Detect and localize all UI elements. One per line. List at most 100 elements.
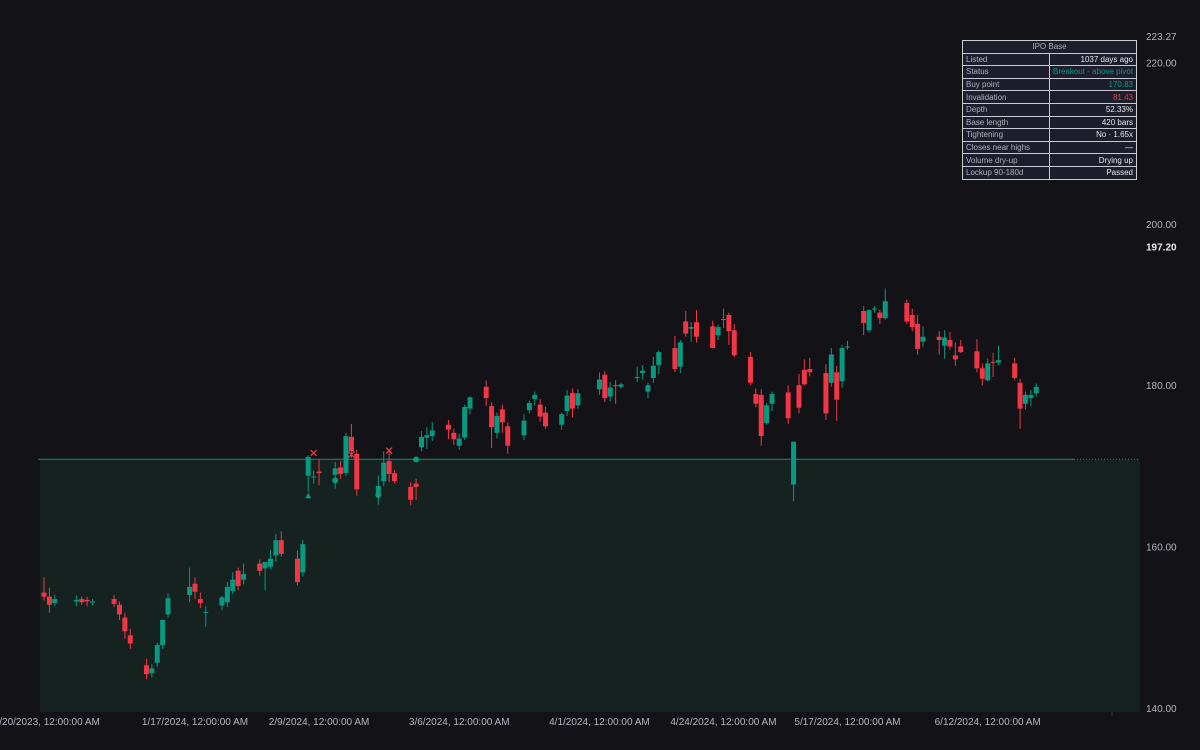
candle-body [785, 392, 791, 419]
candle [386, 451, 392, 483]
candle [952, 342, 958, 366]
candle-body [483, 386, 489, 399]
candle [429, 422, 435, 441]
candle [791, 441, 797, 502]
candle-body [1017, 382, 1023, 409]
candle-body [278, 540, 284, 554]
candle [710, 320, 716, 349]
candle [882, 288, 888, 320]
candle-body [807, 369, 813, 373]
candle-body [505, 426, 511, 446]
candle-body [845, 346, 851, 348]
info-value: 1037 days ago [1049, 52, 1137, 67]
info-row: Tightening No · 1.65x [962, 128, 1137, 142]
failure-x-marker [385, 447, 393, 454]
candle [861, 306, 867, 336]
candle [1022, 391, 1028, 410]
candle [160, 619, 166, 650]
info-row: Lockup 90-180d Passed [962, 165, 1137, 180]
candle [726, 312, 732, 345]
candle [241, 563, 247, 585]
candle [311, 470, 317, 484]
candle [165, 593, 171, 618]
info-row: Base length 420 bars [962, 115, 1137, 130]
candle-body [392, 473, 398, 482]
candle [747, 352, 753, 386]
candle [845, 340, 851, 350]
candle [187, 567, 193, 603]
candle [343, 432, 349, 476]
x-tick-label: 2/9/2024, 12:00:00 AM [269, 717, 370, 728]
candle [634, 366, 640, 382]
candle [559, 412, 565, 430]
info-value: 420 bars [1049, 115, 1137, 130]
candle [1033, 383, 1039, 397]
info-label: Base length [962, 115, 1050, 130]
candle-body [726, 314, 732, 332]
candle-body [602, 374, 608, 399]
candle-body [46, 596, 52, 605]
candle [316, 459, 322, 486]
candle-body [90, 601, 96, 603]
info-value: 170.83 [1049, 77, 1137, 92]
info-label: Lockup 90-180d [962, 165, 1050, 180]
candle-body [154, 645, 160, 663]
candle [532, 391, 538, 406]
candle-body [640, 370, 646, 374]
candle-body [41, 592, 47, 597]
candle [807, 357, 813, 377]
info-row: Buy point 170.83 [962, 77, 1137, 92]
candle [375, 475, 381, 505]
candle-body [467, 397, 473, 409]
candle [267, 549, 273, 570]
candle-body [462, 406, 468, 438]
candle [996, 345, 1002, 366]
x-tick-label: 4/1/2024, 12:00:00 AM [549, 717, 650, 728]
candle-body [758, 394, 764, 437]
candle-body [634, 377, 640, 379]
candle-body [715, 327, 721, 336]
candle [203, 606, 209, 627]
candle [769, 391, 775, 412]
candle [262, 561, 268, 591]
candle [866, 309, 872, 333]
candle [613, 380, 619, 404]
candle [688, 322, 694, 342]
candle-body [116, 604, 122, 615]
candle [575, 389, 581, 409]
info-row: Volume dry-up Drying up [962, 153, 1137, 167]
x-tick-label: 5/17/2024, 12:00:00 AM [794, 717, 900, 728]
candle [720, 308, 726, 328]
candle-body [230, 579, 236, 591]
candle-body [769, 394, 775, 404]
candle-body [985, 363, 991, 381]
info-label: Listed [962, 52, 1050, 67]
candle [224, 582, 230, 608]
candle [683, 310, 689, 337]
candle-body [559, 414, 565, 425]
candle [990, 352, 996, 378]
info-value: 52.33% [1049, 102, 1137, 117]
candle-body [618, 384, 624, 387]
candle-body [871, 308, 877, 310]
candles-layer [41, 288, 1039, 679]
candle-body [823, 373, 829, 414]
candle-body [79, 599, 85, 603]
candle [764, 402, 770, 425]
candle-body [262, 561, 268, 569]
candle-body [219, 597, 225, 606]
candle-body [990, 361, 996, 363]
axes-layer: 140.00 160.00 180.00 200.00 220.00 223.27 197.… [0, 32, 1177, 728]
candle [909, 308, 915, 332]
candle-body [354, 453, 360, 490]
candle [392, 469, 398, 484]
candle [116, 601, 122, 621]
info-value: Passed [1049, 165, 1137, 180]
candle-body [958, 346, 964, 353]
candle-body [683, 321, 689, 334]
candle [618, 382, 624, 389]
candle-body [753, 394, 759, 404]
candle [273, 533, 279, 562]
